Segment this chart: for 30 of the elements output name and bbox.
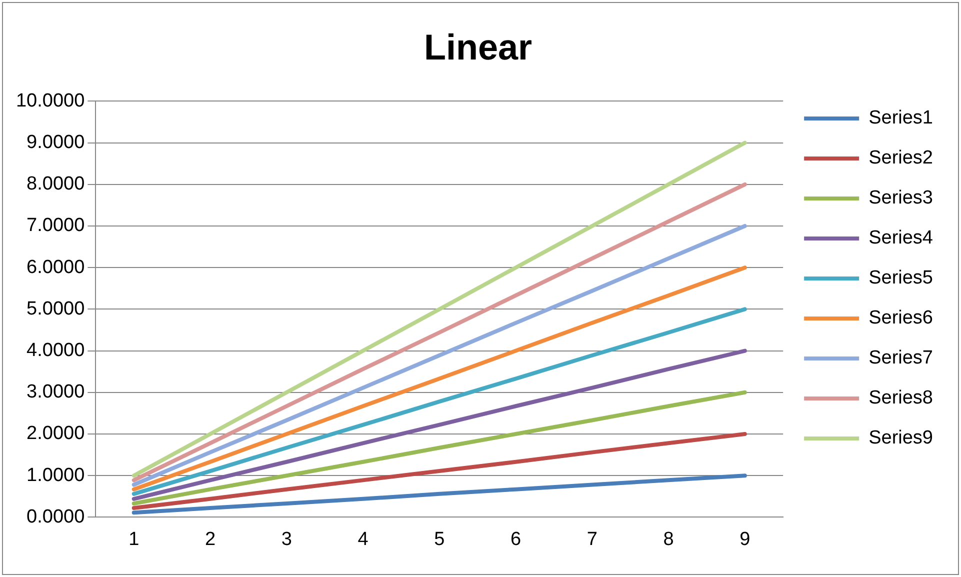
x-tick-label: 5 [434,528,445,550]
x-tick-label: 4 [358,528,369,550]
x-tick-label: 1 [128,528,140,550]
legend-label: Series5 [868,268,933,289]
x-tick-label: 3 [281,528,292,550]
y-tick-label: 6.0000 [26,256,85,278]
y-tick-label: 1.0000 [26,464,85,486]
x-tick-label: 7 [586,528,598,550]
x-tick-label: 9 [740,528,750,550]
y-tick-label: 8.0000 [26,174,85,195]
y-tick-label: 3.0000 [26,382,85,403]
x-tick-label: 6 [510,528,522,550]
chart-title: Linear [424,26,532,68]
y-tick-label: 7.0000 [26,215,85,236]
x-tick-label: 2 [204,528,216,550]
legend-label: Series6 [868,308,933,329]
y-tick-label: 9.0000 [26,132,85,154]
legend-label: Series2 [868,148,933,169]
y-tick-label: 0.0000 [26,506,85,528]
y-tick-label: 10.0000 [16,90,85,112]
legend-label: Series8 [868,388,933,409]
legend-label: Series7 [868,348,933,369]
legend-label: Series3 [868,188,933,209]
legend-label: Series9 [868,428,933,449]
y-tick-label: 5.0000 [26,298,85,320]
legend-label: Series1 [868,108,933,129]
y-tick-label: 2.0000 [26,423,85,444]
y-tick-label: 4.0000 [26,340,85,362]
x-tick-label: 8 [663,528,674,550]
legend-label: Series4 [868,228,934,249]
